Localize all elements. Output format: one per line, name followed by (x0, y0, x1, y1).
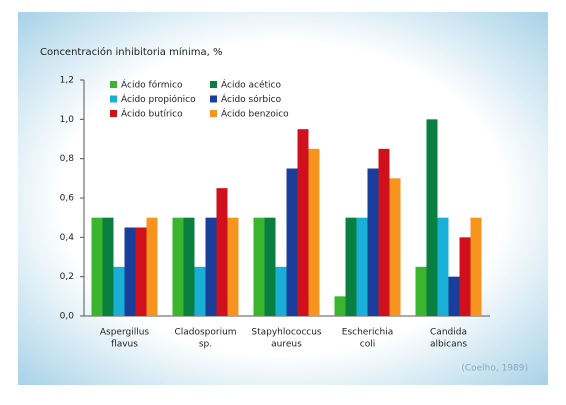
bar (448, 276, 460, 316)
bar (470, 217, 482, 316)
x-tick-label: Aspergillus (100, 328, 150, 338)
x-tick-label: aureus (271, 340, 302, 350)
bar (264, 217, 276, 316)
bar (183, 217, 195, 316)
bar (216, 188, 228, 316)
source: (Coelho, 1989) (461, 364, 528, 374)
y-tick-label: 0,4 (60, 233, 75, 243)
legend-label: Ácido acético (221, 79, 282, 91)
y-tick-label: 0,6 (60, 194, 75, 204)
bar (389, 178, 401, 316)
x-tick-label: Escherichia (342, 328, 393, 338)
legend-swatch (210, 95, 217, 103)
bar (308, 148, 320, 316)
bar (437, 217, 449, 316)
bar (227, 217, 239, 316)
y-tick-label: 0,8 (60, 154, 75, 164)
x-tick-label: Candida (430, 328, 467, 338)
x-tick-label: flavus (111, 340, 138, 350)
bar (146, 217, 158, 316)
legend-label: Ácido fórmico (121, 79, 183, 91)
bar (334, 296, 346, 316)
bar (356, 217, 368, 316)
legend-label: Ácido propiónico (121, 93, 196, 105)
legend-swatch (110, 110, 117, 117)
legend-label: Ácido benzoico (221, 108, 289, 120)
bar (426, 119, 438, 316)
x-tick-label: albicans (430, 340, 467, 350)
legend-label: Ácido sórbico (221, 93, 282, 105)
y-tick-label: 0,0 (60, 312, 75, 322)
bar (91, 217, 103, 316)
bar (345, 217, 357, 316)
bar (378, 148, 390, 316)
legend-swatch (210, 81, 217, 88)
bar (113, 266, 125, 316)
bar (124, 227, 136, 316)
y-axis-label: Concentración inhibitoria mínima, % (40, 46, 222, 58)
bar (253, 217, 265, 316)
bar (415, 266, 427, 316)
panel (18, 12, 548, 385)
legend-swatch (110, 81, 117, 88)
y-tick-label: 1,2 (60, 76, 74, 86)
bar (286, 168, 298, 316)
x-tick-label: Stapyhlococcus (251, 328, 322, 338)
legend-swatch (210, 110, 217, 117)
bar (135, 227, 147, 316)
bar (172, 217, 184, 316)
y-tick-label: 0,2 (60, 272, 74, 282)
legend-label: Ácido butírico (121, 108, 183, 120)
bar (205, 217, 217, 316)
bar (102, 217, 114, 316)
bar (367, 168, 379, 316)
x-tick-label: Cladosporium (174, 328, 236, 338)
y-tick-label: 1,0 (60, 115, 75, 125)
x-tick-label: sp. (199, 340, 212, 350)
x-tick-label: coli (360, 340, 375, 350)
bar (459, 237, 471, 316)
bar (194, 266, 206, 316)
bar (297, 129, 309, 316)
legend-swatch (110, 95, 117, 103)
bar (275, 266, 287, 316)
